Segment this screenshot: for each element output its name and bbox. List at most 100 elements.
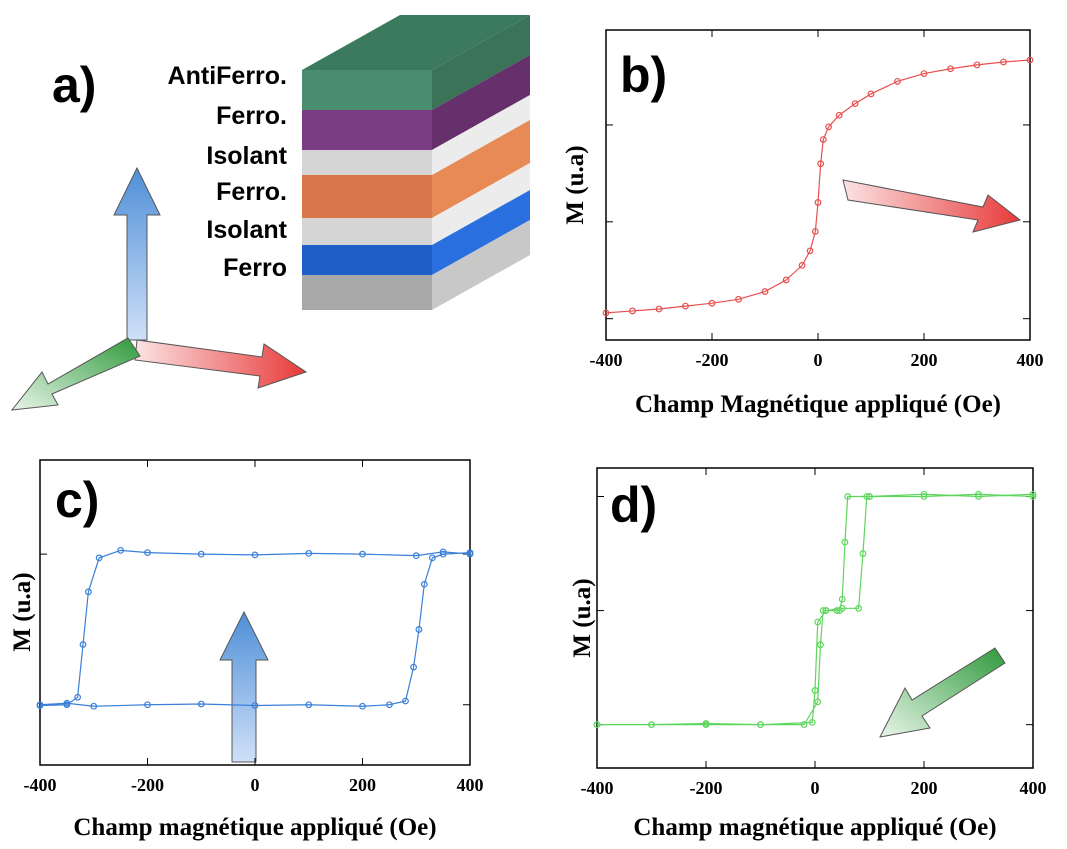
x-axis-title: Champ Magnétique appliqué (Oe) xyxy=(635,391,1001,418)
data-point xyxy=(305,701,313,709)
x-tick-label: 200 xyxy=(911,778,938,798)
layer-label: Ferro. xyxy=(216,102,287,130)
data-point xyxy=(79,641,87,648)
data-point xyxy=(415,626,423,633)
data-point xyxy=(144,549,151,557)
data-point xyxy=(859,550,867,557)
x-tick-label: -400 xyxy=(581,778,614,798)
data-line xyxy=(605,59,1031,314)
data-point xyxy=(90,702,98,710)
x-tick-label: -400 xyxy=(24,775,57,795)
data-point xyxy=(682,302,689,310)
data-point xyxy=(838,595,846,603)
data-point xyxy=(74,693,82,701)
x-tick-label: 0 xyxy=(811,778,820,798)
data-point xyxy=(466,550,474,558)
data-point xyxy=(867,90,875,98)
axes-arrows xyxy=(10,166,1022,763)
x-tick-label: 0 xyxy=(251,775,260,795)
data-point xyxy=(811,687,819,694)
data-point xyxy=(359,550,366,558)
data-point xyxy=(975,493,982,500)
data-point xyxy=(844,493,852,500)
x-axis-title: Champ magnétique appliqué (Oe) xyxy=(73,814,436,841)
data-point xyxy=(800,721,808,729)
panel-label: c) xyxy=(55,472,99,528)
data-point xyxy=(36,702,44,709)
data-point xyxy=(851,100,859,108)
data-point xyxy=(385,701,393,709)
x-tick-label: -200 xyxy=(690,778,723,798)
layer-label: Ferro xyxy=(223,254,287,282)
data-point xyxy=(817,160,825,168)
data-point xyxy=(920,490,928,498)
data-point xyxy=(975,490,982,498)
panel-label: b) xyxy=(620,47,667,103)
data-point xyxy=(305,549,313,557)
data-point xyxy=(761,288,769,295)
data-point xyxy=(798,262,806,269)
data-line xyxy=(39,549,471,707)
data-point xyxy=(420,580,428,588)
data-point xyxy=(855,604,862,612)
data-point xyxy=(757,721,764,729)
data-point xyxy=(251,551,259,559)
data-point xyxy=(819,136,827,143)
data-point xyxy=(655,305,663,313)
data-point xyxy=(402,697,409,705)
data-point xyxy=(973,61,981,69)
data-point xyxy=(84,588,92,596)
data-point xyxy=(412,552,420,560)
data-point xyxy=(251,702,259,709)
data-point xyxy=(814,199,822,206)
data-point xyxy=(833,607,841,614)
data-point xyxy=(1026,56,1034,64)
data-point xyxy=(920,493,928,500)
plot-frame xyxy=(605,29,1031,341)
data-point xyxy=(863,493,871,500)
data-point xyxy=(836,607,843,614)
data-point xyxy=(648,721,655,729)
x-tick-label: -400 xyxy=(590,350,623,370)
data-point xyxy=(894,77,901,85)
data-point xyxy=(819,607,827,614)
data-point xyxy=(702,720,710,727)
data-point xyxy=(95,554,103,562)
x-tick-label: 400 xyxy=(457,775,484,795)
data-point xyxy=(822,607,830,614)
data-point xyxy=(602,309,610,317)
layer-stack xyxy=(302,15,530,310)
x-tick-label: 400 xyxy=(1020,778,1047,798)
x-tick-label: -200 xyxy=(696,350,729,370)
data-point xyxy=(817,641,824,649)
data-point xyxy=(1000,58,1007,66)
data-point xyxy=(63,701,71,709)
data-point xyxy=(1029,490,1037,498)
data-point xyxy=(866,493,873,500)
data-point xyxy=(814,618,822,626)
data-point xyxy=(811,228,819,235)
x-tick-label: 200 xyxy=(349,775,376,795)
panel-label: a) xyxy=(52,57,96,113)
y-axis-title: M (u.a) xyxy=(569,578,596,657)
data-point xyxy=(197,550,205,558)
data-point xyxy=(439,550,447,558)
data-point xyxy=(735,295,742,303)
layer-label: AntiFerro. xyxy=(168,62,287,90)
x-tick-label: 400 xyxy=(1017,350,1044,370)
data-point xyxy=(808,718,816,726)
data-point xyxy=(708,299,716,307)
data-point xyxy=(428,554,436,562)
data-line xyxy=(597,493,1034,726)
data-point xyxy=(117,546,125,554)
data-point xyxy=(144,701,151,709)
data-point xyxy=(410,663,417,671)
data-point xyxy=(1029,493,1037,500)
data-point xyxy=(806,247,814,255)
panel-label: d) xyxy=(610,477,657,533)
x-tick-label: 0 xyxy=(814,350,823,370)
data-point xyxy=(629,307,636,315)
layer-label: Ferro. xyxy=(216,178,287,206)
x-tick-label: -200 xyxy=(131,775,164,795)
